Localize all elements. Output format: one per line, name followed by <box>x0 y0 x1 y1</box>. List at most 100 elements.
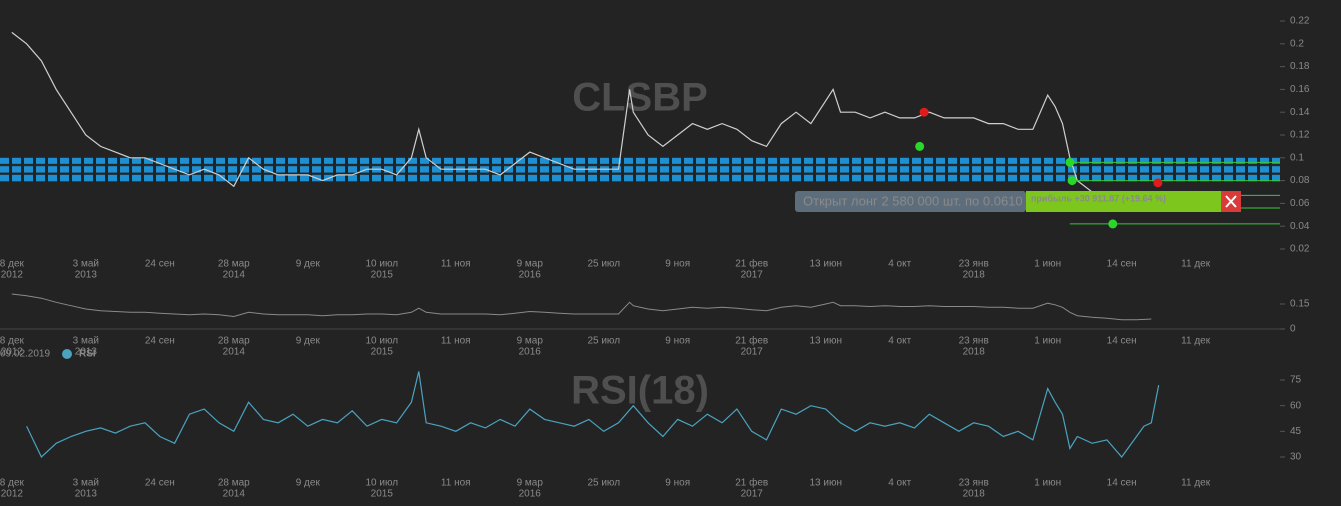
x-tick-label: 23 янв <box>959 336 989 347</box>
x-tick-label: 14 сен <box>1107 336 1137 347</box>
y-tick-label: 45 <box>1290 426 1302 437</box>
y-tick-label: 75 <box>1290 375 1302 386</box>
x-tick-label: 9 дек <box>296 259 321 270</box>
x-year-label: 2016 <box>519 347 542 358</box>
x-year-label: 2017 <box>741 270 764 281</box>
signal-marker <box>1067 176 1077 186</box>
x-tick-label: 14 сен <box>1107 259 1137 270</box>
x-tick-label: 3 май <box>73 259 99 270</box>
x-tick-label: 28 мар <box>218 336 250 347</box>
y-tick-label: 0.12 <box>1290 130 1310 141</box>
x-tick-label: 8 дек <box>0 259 25 270</box>
x-year-label: 2012 <box>1 347 24 358</box>
x-year-label: 2014 <box>223 270 246 281</box>
y-tick-label: 0.16 <box>1290 84 1310 95</box>
x-year-label: 2018 <box>963 347 986 358</box>
legend-label: RSI <box>79 349 96 360</box>
x-tick-label: 1 июн <box>1034 478 1061 489</box>
x-tick-label: 28 мар <box>218 259 250 270</box>
chart-title: CLSBP <box>572 76 708 120</box>
x-tick-label: 10 июл <box>365 478 398 489</box>
x-tick-label: 21 фев <box>735 477 768 489</box>
x-tick-label: 13 июн <box>809 259 842 270</box>
x-year-label: 2014 <box>223 347 246 358</box>
price-line <box>11 31 1152 210</box>
x-tick-label: 24 сен <box>145 259 175 270</box>
x-tick-label: 9 дек <box>296 336 321 347</box>
trade-label: Открыт лонг 2 580 000 шт. по 0.0610 прибы… <box>795 191 1241 212</box>
x-year-label: 2013 <box>75 489 98 500</box>
y-tick-label: 0 <box>1290 324 1296 335</box>
signal-marker <box>915 141 925 151</box>
y-tick-label: 0.15 <box>1290 299 1310 310</box>
x-tick-label: 24 сен <box>145 336 175 347</box>
legend-marker <box>62 349 72 359</box>
x-year-label: 2012 <box>1 270 24 281</box>
x-tick-label: 4 окт <box>888 336 911 347</box>
x-tick-label: 4 окт <box>888 478 911 489</box>
legend-date: 09.02.2019 <box>0 349 50 360</box>
x-year-label: 2016 <box>519 489 542 500</box>
y-tick-label: 0.18 <box>1290 61 1310 72</box>
trade-label-box <box>795 191 1026 212</box>
signal-marker <box>1065 157 1075 167</box>
x-tick-label: 1 июн <box>1034 336 1061 347</box>
y-tick-label: 0.22 <box>1290 16 1310 27</box>
signal-marker <box>919 107 929 117</box>
x-tick-label: 9 мар <box>517 336 544 347</box>
y-tick-label: 0.02 <box>1290 244 1310 255</box>
y-tick-label: 0.08 <box>1290 175 1310 186</box>
navigator-line <box>11 293 1152 321</box>
x-year-label: 2015 <box>371 270 394 281</box>
x-year-label: 2018 <box>963 270 986 281</box>
x-tick-label: 10 июл <box>365 259 398 270</box>
x-tick-label: 9 мар <box>517 259 544 270</box>
x-tick-label: 9 ноя <box>665 336 690 347</box>
price-line <box>26 371 1160 458</box>
x-tick-label: 25 июл <box>587 336 620 347</box>
x-tick-label: 23 янв <box>959 259 989 270</box>
x-tick-label: 11 дек <box>1181 259 1211 270</box>
x-tick-label: 8 дек <box>0 478 25 489</box>
x-tick-label: 28 мар <box>218 478 250 489</box>
y-tick-label: 30 <box>1290 452 1302 463</box>
y-tick-label: 0.06 <box>1290 198 1310 209</box>
x-tick-label: 4 окт <box>888 259 911 270</box>
x-tick-label: 9 ноя <box>665 478 690 489</box>
y-tick-label: 0.2 <box>1290 38 1304 49</box>
x-tick-label: 21 фев <box>735 258 768 270</box>
price-zone <box>0 157 1280 183</box>
x-tick-label: 11 дек <box>1181 478 1211 489</box>
x-year-label: 2018 <box>963 489 986 500</box>
x-year-label: 2017 <box>741 489 764 500</box>
x-year-label: 2013 <box>75 270 98 281</box>
close-icon <box>1225 195 1237 208</box>
x-tick-label: 9 ноя <box>665 259 690 270</box>
profit-text: прибыль +30 911.87 (+19.64 %) <box>1031 193 1166 203</box>
x-tick-label: 1 июн <box>1034 259 1061 270</box>
x-tick-label: 10 июл <box>365 336 398 347</box>
x-tick-label: 24 сен <box>145 478 175 489</box>
x-tick-label: 21 фев <box>735 335 768 347</box>
x-tick-label: 23 янв <box>959 478 989 489</box>
x-tick-label: 25 июл <box>587 259 620 270</box>
x-tick-label: 9 дек <box>296 478 321 489</box>
x-tick-label: 3 май <box>73 478 99 489</box>
x-year-label: 2015 <box>371 489 394 500</box>
y-tick-label: 0.04 <box>1290 221 1310 232</box>
signal-marker <box>1153 178 1163 188</box>
signal-marker <box>1108 219 1118 229</box>
y-tick-label: 0.14 <box>1290 107 1310 118</box>
x-year-label: 2017 <box>741 347 764 358</box>
profit-box <box>1026 191 1221 212</box>
x-tick-label: 14 сен <box>1107 478 1137 489</box>
x-tick-label: 13 июн <box>809 336 842 347</box>
x-year-label: 2015 <box>371 347 394 358</box>
x-tick-label: 8 дек <box>0 336 25 347</box>
close-trade-button[interactable] <box>1221 191 1241 212</box>
x-year-label: 2013 <box>75 347 98 358</box>
x-tick-label: 13 июн <box>809 478 842 489</box>
rsi-title: RSI(18) <box>571 369 709 413</box>
